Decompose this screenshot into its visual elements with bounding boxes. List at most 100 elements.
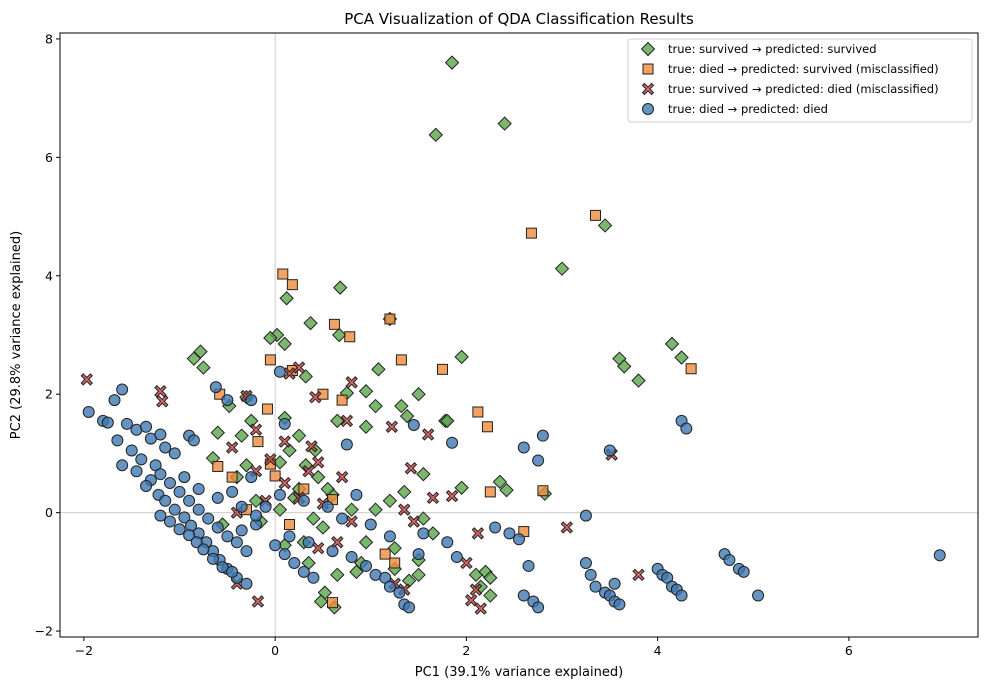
data-point-circle: [192, 503, 205, 516]
y-tick-label: −2: [35, 624, 53, 639]
data-point-circle: [393, 586, 406, 599]
data-point-x: [309, 390, 322, 404]
data-point-circle: [589, 580, 602, 593]
data-point-x: [474, 602, 487, 615]
data-point-circle: [345, 551, 358, 564]
data-point-diamond: [193, 344, 208, 359]
data-point-square: [328, 318, 340, 330]
y-axis-label: PC2 (29.8% variance explained): [9, 231, 24, 439]
data-point-diamond: [248, 493, 264, 509]
y-tick-label: 0: [45, 505, 53, 520]
data-point-x: [302, 464, 315, 478]
data-point-circle: [168, 503, 181, 516]
data-point-circle: [226, 565, 239, 578]
data-point-diamond: [554, 261, 570, 276]
data-point-x: [407, 515, 421, 528]
data-point-diamond: [492, 474, 508, 490]
data-point-diamond: [597, 218, 613, 233]
data-point-diamond: [313, 594, 329, 609]
data-point-x: [560, 521, 574, 534]
data-point-circle: [183, 529, 196, 542]
legend-item-x: true: survived → predicted: died (miscla…: [641, 82, 939, 96]
x-tick-label: −2: [75, 643, 93, 658]
data-point-x: [460, 556, 473, 570]
data-point-circle: [307, 571, 320, 584]
data-point-diamond: [382, 493, 398, 509]
data-point-circle: [221, 394, 234, 407]
data-point-circle: [101, 416, 114, 429]
data-point-diamond: [387, 540, 402, 556]
data-point-circle: [513, 533, 525, 546]
data-point-diamond: [454, 349, 469, 365]
data-point-circle: [603, 444, 616, 457]
data-point-circle: [178, 511, 191, 524]
data-point-diamond: [416, 466, 431, 482]
data-point-circle: [173, 485, 186, 498]
data-point-x: [404, 462, 418, 475]
data-point-circle: [680, 422, 693, 435]
data-point-x: [264, 453, 277, 466]
data-point-diamond: [349, 564, 364, 580]
data-point-circle: [183, 494, 196, 507]
data-point-diamond: [454, 480, 469, 495]
data-point-x: [80, 373, 93, 386]
data-point-x: [445, 489, 459, 503]
data-point-circle: [111, 434, 124, 447]
data-point-circle: [120, 417, 133, 430]
legend-marker-square: [642, 63, 654, 75]
data-point-circle: [283, 530, 296, 543]
data-point-diamond: [394, 398, 409, 414]
data-point-circle: [116, 383, 129, 396]
legend-marker-circle: [642, 103, 654, 115]
data-point-circle: [235, 524, 248, 537]
y-tick-label: 4: [45, 268, 53, 283]
data-point-circle: [675, 589, 688, 602]
legend-box: [627, 38, 973, 123]
legend-item-circle: true: died → predicted: died: [642, 102, 828, 116]
data-point-circle: [130, 465, 143, 478]
data-point-x: [311, 456, 325, 469]
data-point-diamond: [279, 291, 294, 306]
data-point-circle: [245, 471, 258, 484]
data-point-diamond: [291, 428, 307, 443]
data-point-circle: [522, 559, 535, 572]
data-point-circle: [350, 488, 363, 501]
plot-frame: [59, 32, 979, 638]
data-point-circle: [221, 530, 234, 543]
data-point-diamond: [416, 511, 431, 526]
data-point-circle: [240, 545, 253, 558]
data-point-circle: [579, 509, 592, 522]
series-circle: [82, 365, 946, 614]
data-point-circle: [273, 365, 286, 378]
data-point-diamond: [315, 520, 331, 535]
series-x: [80, 361, 645, 615]
data-point-x: [251, 595, 265, 608]
data-point-diamond: [196, 360, 211, 375]
x-tick-label: 6: [845, 643, 853, 658]
data-point-circle: [159, 441, 172, 454]
data-point-square: [384, 313, 396, 325]
data-point-diamond: [358, 419, 374, 434]
data-point-diamond: [330, 413, 345, 429]
data-point-circle: [613, 598, 626, 611]
data-point-circle: [336, 512, 349, 525]
data-point-x: [345, 515, 358, 528]
data-point-circle: [278, 417, 291, 430]
data-point-circle: [297, 494, 310, 507]
data-point-circle: [450, 551, 463, 564]
data-point-circle: [321, 500, 334, 513]
data-point-circle: [216, 561, 229, 574]
data-point-square: [264, 354, 276, 366]
data-point-circle: [178, 471, 191, 484]
data-point-x: [311, 541, 325, 555]
data-point-x: [426, 491, 440, 505]
x-axis: −2 0 2 4 6: [75, 637, 853, 658]
data-point-circle: [250, 509, 263, 522]
data-point-circle: [446, 436, 459, 449]
data-point-x: [632, 568, 645, 582]
data-point-diamond: [368, 398, 383, 414]
data-point-diamond: [397, 484, 412, 500]
data-point-circle: [579, 556, 592, 569]
data-point-circle: [584, 568, 597, 581]
